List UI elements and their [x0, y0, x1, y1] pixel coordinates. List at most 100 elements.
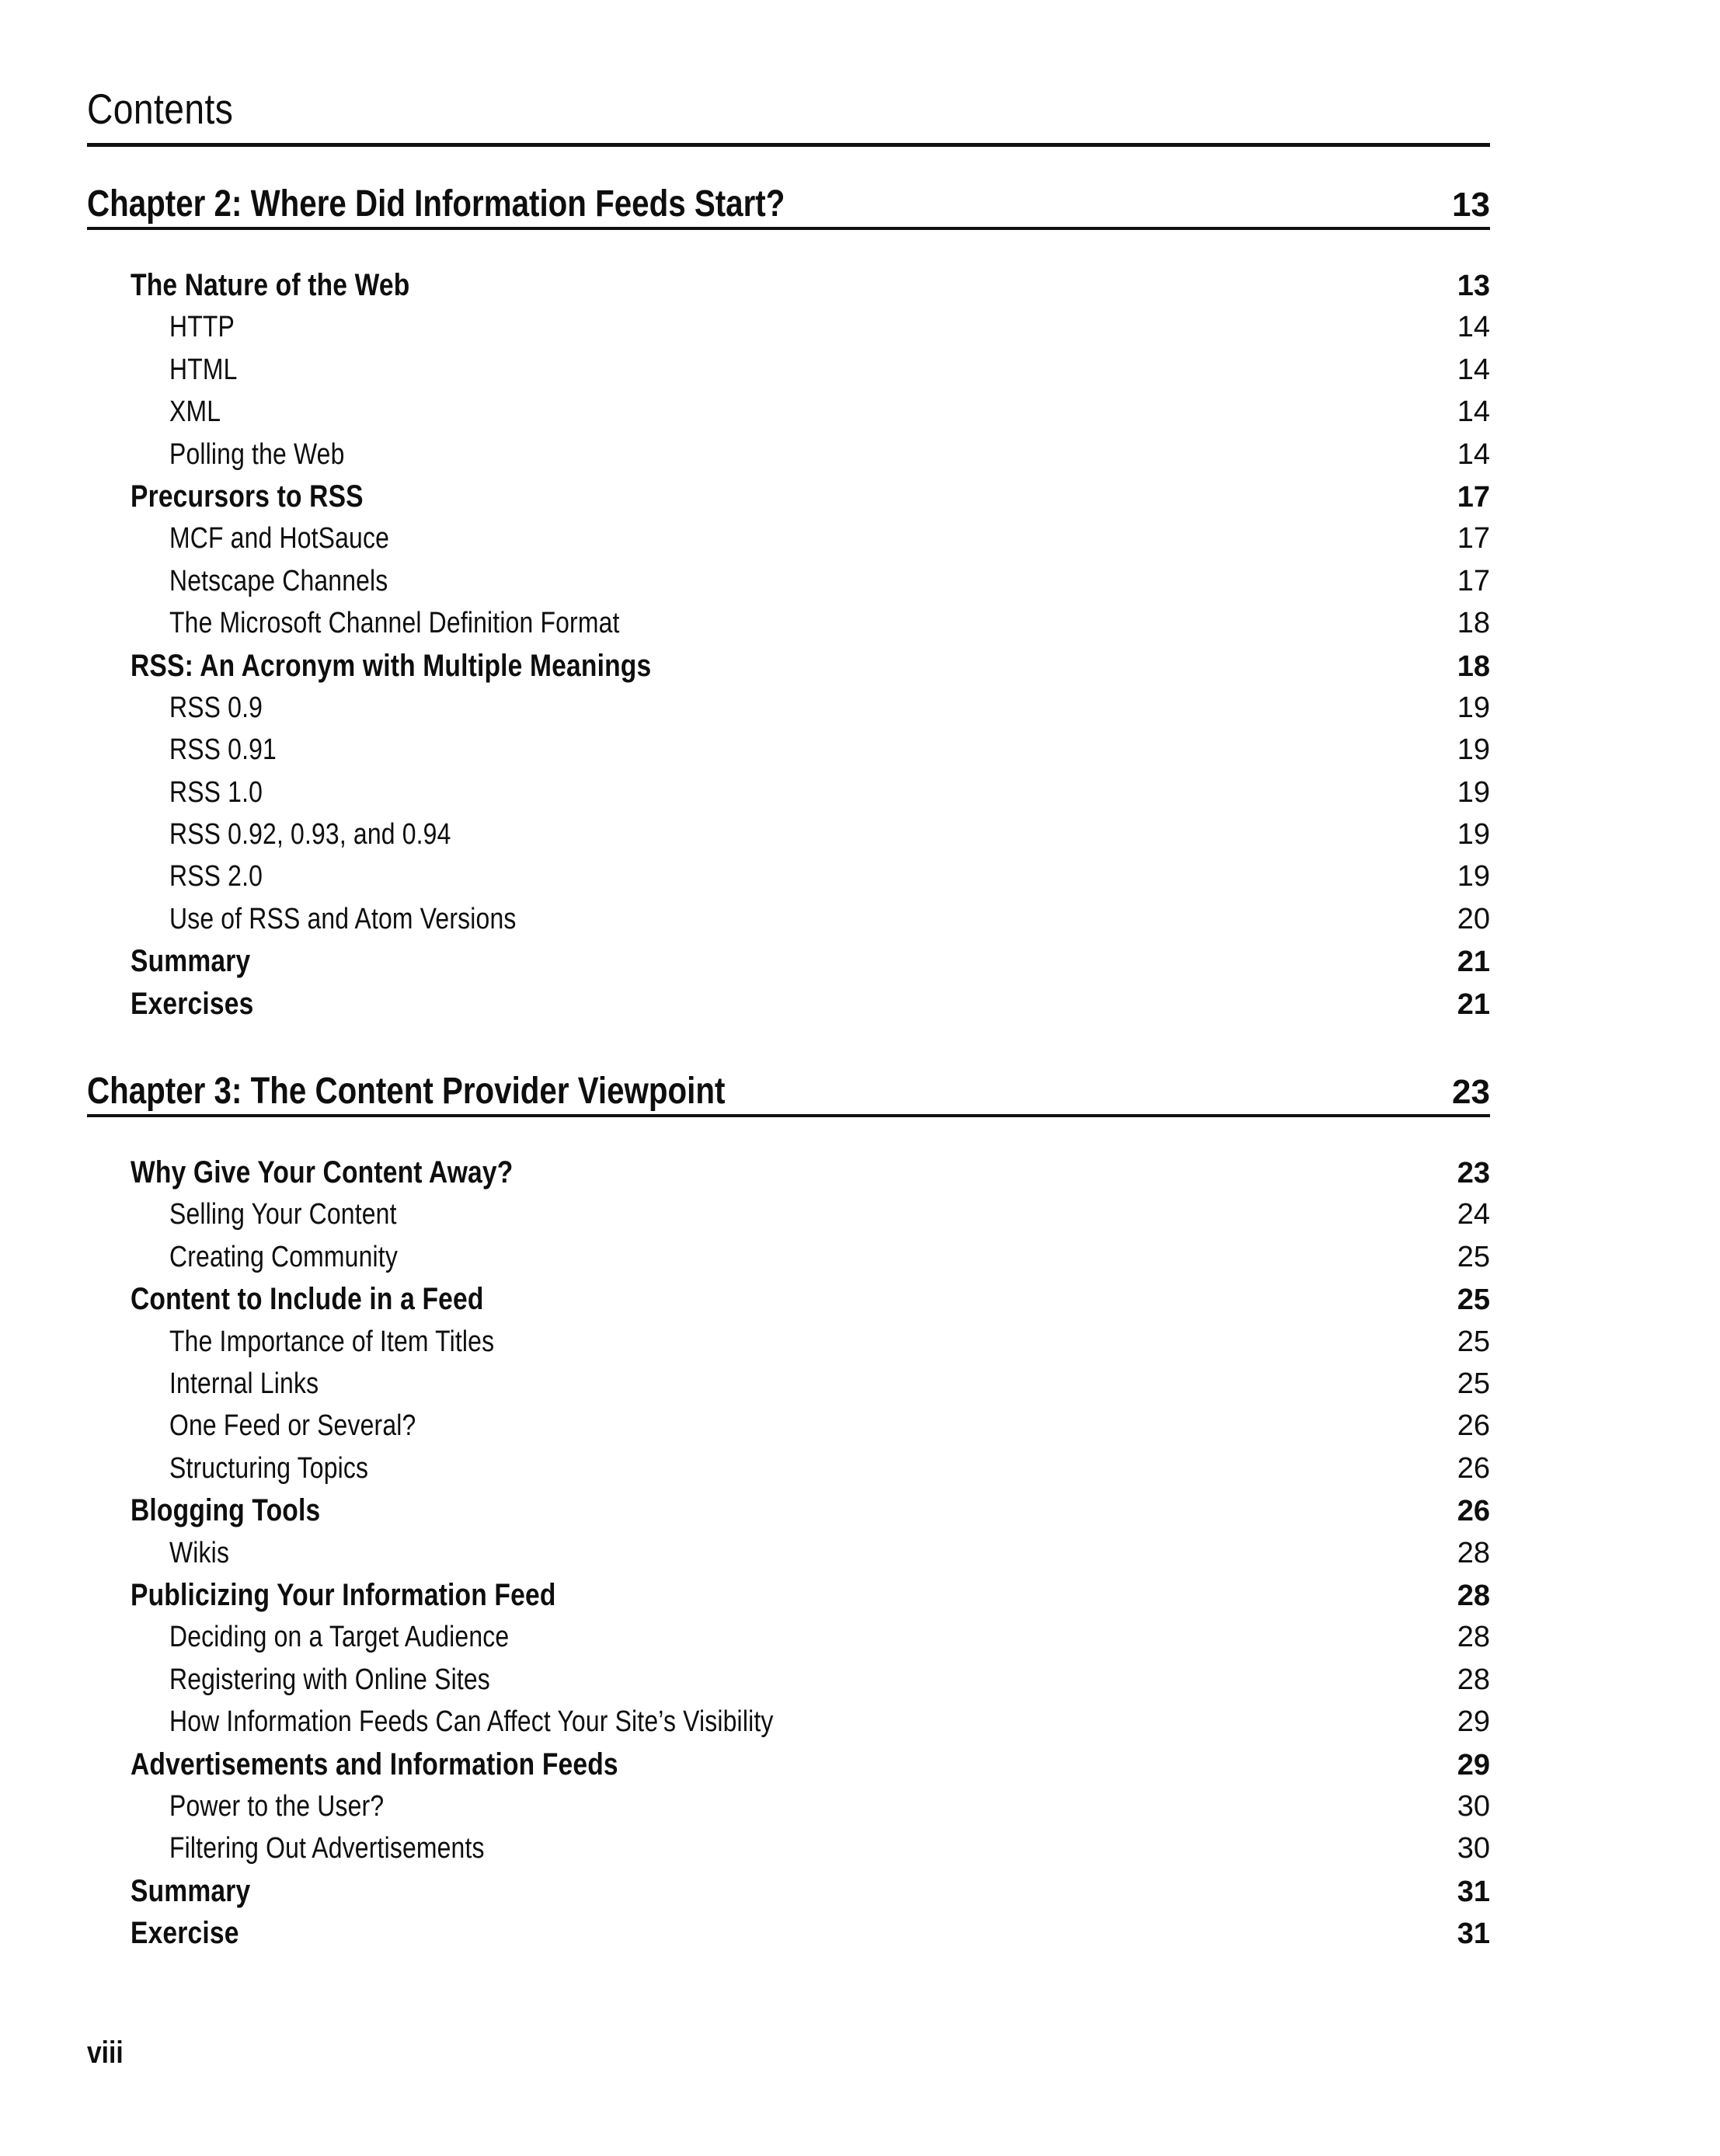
entry-label: One Feed or Several?: [169, 1409, 416, 1443]
entry-page-number: 21: [1457, 987, 1490, 1021]
entry-page-number: 28: [1457, 1536, 1490, 1569]
toc-entry: Selling Your Content 24: [87, 1193, 1490, 1235]
entry-label: Exercise: [131, 1916, 239, 1951]
entry-label: HTML: [169, 353, 238, 386]
toc-entry: Why Give Your Content Away? 23: [87, 1151, 1490, 1193]
entry-page-number: 25: [1457, 1240, 1490, 1273]
chapter-block: Chapter 3: The Content Provider Viewpoin…: [87, 1071, 1490, 1954]
chapter-title: Chapter 3: The Content Provider Viewpoin…: [87, 1071, 726, 1113]
toc-entry: Blogging Tools 26: [87, 1489, 1490, 1531]
toc-entry: The Microsoft Channel Definition Format 1…: [87, 602, 1490, 644]
toc-entry: Exercise 31: [87, 1912, 1490, 1954]
chapter-page-number: 23: [1452, 1073, 1490, 1112]
toc-entry: RSS 2.0 19: [87, 855, 1490, 897]
entry-label: XML: [169, 395, 221, 429]
entry-page-number: 20: [1457, 902, 1490, 935]
entry-label: Polling the Web: [169, 437, 345, 471]
folio-text: viii: [87, 2036, 124, 2070]
entry-label: Netscape Channels: [169, 564, 388, 597]
entry-label: Registering with Online Sites: [169, 1663, 490, 1696]
entry-label: HTTP: [169, 311, 235, 344]
entry-label: Deciding on a Target Audience: [169, 1621, 510, 1654]
entry-page-number: 19: [1457, 775, 1490, 809]
toc-entry: Content to Include in a Feed 25: [87, 1278, 1490, 1320]
entry-page-number: 25: [1457, 1283, 1490, 1317]
chapter-heading: Chapter 3: The Content Provider Viewpoin…: [87, 1071, 1490, 1118]
entry-page-number: 17: [1457, 564, 1490, 597]
toc-entry: RSS 1.0 19: [87, 771, 1490, 813]
toc-entry: Wikis 28: [87, 1532, 1490, 1574]
entry-page-number: 29: [1457, 1705, 1490, 1739]
toc-entry: Deciding on a Target Audience 28: [87, 1616, 1490, 1658]
chapter-entries: Why Give Your Content Away? 23 Selling You…: [87, 1151, 1490, 1954]
entry-page-number: 28: [1457, 1663, 1490, 1696]
entry-page-number: 17: [1457, 480, 1490, 514]
page-title: Contents: [87, 87, 1490, 131]
toc-entry: Netscape Channels 17: [87, 560, 1490, 602]
entry-page-number: 24: [1457, 1198, 1490, 1231]
toc-entry: Structuring Topics 26: [87, 1447, 1490, 1489]
toc-entry: One Feed or Several? 26: [87, 1405, 1490, 1447]
entry-page-number: 28: [1457, 1579, 1490, 1612]
entry-label: Why Give Your Content Away?: [131, 1155, 514, 1190]
entry-page-number: 26: [1457, 1495, 1490, 1528]
toc-entry: Summary 31: [87, 1870, 1490, 1912]
entry-label: Content to Include in a Feed: [131, 1282, 484, 1317]
entry-label: Summary: [131, 944, 251, 979]
entry-label: Structuring Topics: [169, 1451, 369, 1485]
toc-entry: Precursors to RSS 17: [87, 475, 1490, 517]
chapter-heading: Chapter 2: Where Did Information Feeds S…: [87, 184, 1490, 230]
title-rule: [87, 143, 1490, 147]
entry-page-number: 31: [1457, 1875, 1490, 1908]
entry-page-number: 26: [1457, 1409, 1490, 1443]
entry-label: Wikis: [169, 1536, 230, 1569]
toc-entry: The Nature of the Web 13: [87, 264, 1490, 306]
toc-entry: Registering with Online Sites 28: [87, 1659, 1490, 1701]
chapter-entries: The Nature of the Web 13 HTTP 14 HTML 14 XML 14…: [87, 264, 1490, 1025]
entry-page-number: 31: [1457, 1917, 1490, 1951]
entry-page-number: 14: [1457, 353, 1490, 386]
entry-label: Selling Your Content: [169, 1198, 397, 1231]
toc-entry: Polling the Web 14: [87, 434, 1490, 475]
entry-label: Creating Community: [169, 1240, 398, 1273]
toc-entry: Internal Links 25: [87, 1363, 1490, 1405]
entry-label: How Information Feeds Can Affect Your Si…: [169, 1705, 774, 1739]
entry-label: Internal Links: [169, 1367, 319, 1400]
table-of-contents: Chapter 2: Where Did Information Feeds S…: [87, 184, 1490, 1954]
entry-page-number: 18: [1457, 607, 1490, 640]
entry-page-number: 18: [1457, 650, 1490, 683]
toc-entry: Publicizing Your Information Feed 28: [87, 1574, 1490, 1616]
toc-entry: RSS: An Acronym with Multiple Meanings 18: [87, 645, 1490, 687]
entry-page-number: 25: [1457, 1325, 1490, 1358]
entry-label: MCF and HotSauce: [169, 522, 390, 556]
toc-entry: How Information Feeds Can Affect Your Si…: [87, 1701, 1490, 1743]
toc-entry: Filtering Out Advertisements 30: [87, 1827, 1490, 1869]
entry-label: Advertisements and Information Feeds: [131, 1747, 618, 1782]
entry-label: RSS 0.9: [169, 691, 263, 724]
entry-label: Use of RSS and Atom Versions: [169, 902, 517, 935]
toc-entry: RSS 0.91 19: [87, 729, 1490, 771]
toc-entry: HTML 14: [87, 349, 1490, 391]
chapter-block: Chapter 2: Where Did Information Feeds S…: [87, 184, 1490, 1025]
entry-label: RSS 0.92, 0.93, and 0.94: [169, 818, 451, 852]
entry-label: Exercises: [131, 986, 254, 1021]
entry-page-number: 30: [1457, 1789, 1490, 1823]
chapter-page-number: 13: [1452, 186, 1490, 224]
entry-page-number: 19: [1457, 818, 1490, 852]
entry-page-number: 19: [1457, 860, 1490, 893]
entry-label: The Nature of the Web: [131, 268, 410, 302]
entry-page-number: 21: [1457, 946, 1490, 979]
entry-label: Power to the User?: [169, 1789, 385, 1823]
entry-page-number: 14: [1457, 437, 1490, 471]
toc-entry: The Importance of Item Titles 25: [87, 1321, 1490, 1363]
entry-page-number: 30: [1457, 1832, 1490, 1865]
folio-page-number: viii: [87, 2034, 131, 2071]
entry-page-number: 19: [1457, 691, 1490, 724]
entry-label: Summary: [131, 1873, 251, 1908]
entry-page-number: 28: [1457, 1621, 1490, 1654]
toc-entry: Use of RSS and Atom Versions 20: [87, 898, 1490, 940]
entry-page-number: 29: [1457, 1748, 1490, 1782]
toc-entry: MCF and HotSauce 17: [87, 517, 1490, 559]
entry-page-number: 19: [1457, 733, 1490, 767]
